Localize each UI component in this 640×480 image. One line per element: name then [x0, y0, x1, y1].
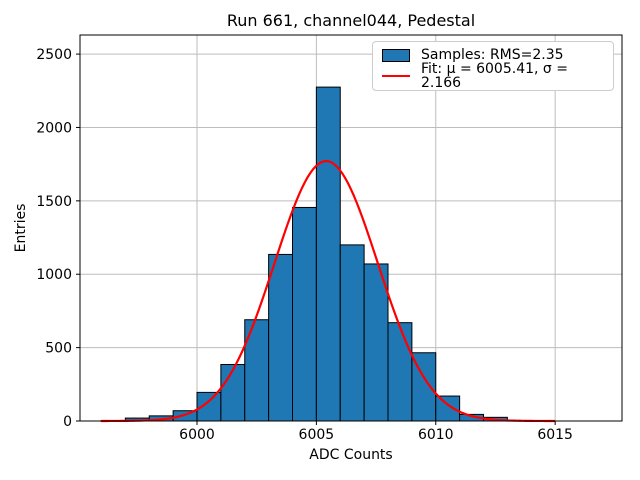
gaussian-fit-curve [100, 160, 556, 423]
legend-samples-label: Samples: RMS=2.35 [421, 47, 564, 63]
legend: Samples: RMS=2.35 Fit: μ = 6005.41, σ = … [372, 41, 614, 91]
histogram-bar [435, 395, 461, 422]
histogram-bar [268, 253, 294, 422]
y-tick-label: 1000 [36, 267, 72, 283]
x-tick-label: 6010 [418, 427, 454, 443]
legend-row-fit: Fit: μ = 6005.41, σ = 2.166 [382, 62, 605, 90]
y-tick-label: 2500 [36, 47, 72, 63]
legend-fit-label: Fit: μ = 6005.41, σ = 2.166 [421, 61, 568, 91]
histogram-bar [220, 363, 246, 422]
y-tick-label: 0 [63, 414, 72, 430]
y-tick-label: 2000 [36, 120, 72, 136]
y-tick-label: 500 [45, 341, 72, 357]
fit-line-swatch-icon [382, 74, 410, 78]
histogram-swatch-icon [382, 48, 410, 62]
histogram-bar [339, 244, 365, 422]
x-tick-label: 6000 [179, 427, 215, 443]
x-tick-label: 6015 [537, 427, 573, 443]
chart-title: Run 661, channel044, Pedestal [226, 11, 476, 30]
histogram-bar [315, 86, 341, 422]
histogram-bar [387, 322, 413, 422]
histogram-bar [292, 206, 317, 422]
axes-spines [79, 34, 623, 422]
legend-row-samples: Samples: RMS=2.35 [382, 48, 605, 62]
x-axis-label: ADC Counts [309, 447, 393, 463]
y-axis-label: Entries [13, 203, 29, 253]
y-tick-label: 1500 [36, 194, 72, 210]
x-tick-label: 6005 [299, 427, 335, 443]
histogram-bar [363, 263, 389, 422]
